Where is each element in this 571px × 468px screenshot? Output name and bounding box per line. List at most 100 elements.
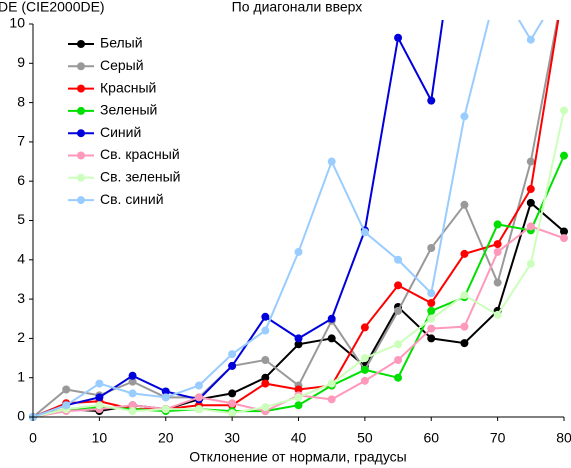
data-point [493, 247, 502, 256]
data-point [128, 389, 137, 398]
data-point [526, 185, 535, 194]
data-point [493, 240, 502, 249]
data-point [560, 106, 568, 115]
data-point [95, 379, 104, 388]
data-point [128, 401, 137, 410]
data-point [294, 247, 303, 256]
legend-label: Св. синий [100, 191, 164, 207]
data-point [394, 33, 403, 42]
legend-marker [77, 151, 85, 160]
data-point [560, 151, 568, 160]
x-tick-label: 80 [556, 430, 571, 446]
data-point [560, 227, 568, 236]
data-point [394, 356, 403, 365]
legend-marker [77, 40, 85, 48]
data-point [427, 244, 436, 253]
data-point [294, 385, 303, 394]
y-tick-label: 0 [17, 408, 25, 424]
legend-marker [77, 173, 85, 182]
data-point [327, 379, 336, 388]
x-axis-label: Отклонение от нормали, градусы [189, 449, 406, 465]
data-point [460, 339, 469, 348]
data-point [427, 314, 436, 323]
data-point [394, 306, 403, 315]
data-point [294, 334, 303, 343]
legend-label: Св. красный [100, 146, 180, 162]
y-tick-label: 2 [17, 329, 25, 345]
y-tick-label: 7 [17, 133, 25, 149]
legend-label: Св. зеленый [100, 169, 180, 185]
legend-marker [77, 62, 85, 71]
y-tick-label: 3 [17, 290, 25, 306]
data-point [560, 234, 568, 243]
x-tick-label: 70 [490, 430, 506, 446]
data-point [360, 354, 369, 363]
data-point [526, 35, 535, 44]
y-tick-label: 8 [17, 93, 25, 109]
y-tick-label: 6 [17, 172, 25, 188]
data-point [360, 323, 369, 332]
x-tick-label: 50 [357, 430, 373, 446]
data-point [128, 371, 137, 380]
data-point [228, 361, 237, 370]
data-point [394, 255, 403, 264]
data-point [161, 405, 170, 414]
legend-marker [77, 106, 85, 115]
data-point [493, 310, 502, 319]
data-point [228, 409, 237, 418]
data-point [427, 299, 436, 308]
data-point [194, 405, 203, 414]
legend-marker [77, 129, 85, 138]
data-point [327, 157, 336, 166]
data-point [327, 314, 336, 323]
data-point [493, 278, 502, 287]
data-point [62, 401, 71, 410]
data-point [194, 381, 203, 390]
data-point [460, 249, 469, 258]
data-point [95, 401, 104, 410]
data-point [526, 259, 535, 268]
data-point [360, 376, 369, 385]
data-point [228, 389, 237, 398]
data-point [95, 393, 104, 402]
legend-label: Синий [100, 124, 141, 140]
data-point [394, 281, 403, 290]
x-tick-label: 20 [158, 430, 174, 446]
data-point [62, 385, 71, 394]
data-point [128, 407, 137, 416]
x-tick-label: 10 [92, 430, 108, 446]
legend-label: Белый [100, 35, 143, 51]
data-point [261, 403, 270, 412]
data-point [526, 157, 535, 166]
data-point [427, 324, 436, 333]
data-point [161, 387, 170, 396]
y-tick-label: 4 [17, 251, 25, 267]
data-point [460, 112, 469, 121]
data-point [394, 373, 403, 382]
data-point [427, 334, 436, 343]
data-point [261, 379, 270, 388]
legend-label: Красный [100, 79, 156, 95]
data-point [460, 200, 469, 209]
data-point [228, 399, 237, 408]
data-point [327, 395, 336, 404]
y-tick-label: 1 [17, 368, 25, 384]
y-tick-label: 9 [17, 54, 25, 70]
data-point [493, 220, 502, 229]
data-point [261, 312, 270, 321]
data-point [194, 393, 203, 402]
data-point [427, 96, 436, 105]
data-point [526, 198, 535, 207]
y-axis-label: DE (CIE2000DE) [0, 0, 105, 15]
x-tick-label: 60 [423, 430, 439, 446]
data-point [360, 228, 369, 237]
legend-marker [77, 196, 85, 205]
data-point [526, 222, 535, 231]
x-tick-label: 30 [224, 430, 240, 446]
data-point [261, 373, 270, 382]
legend-label: Серый [100, 57, 144, 73]
data-point [128, 377, 137, 386]
chart-title: По диагонали вверх [232, 0, 363, 15]
data-point [427, 306, 436, 315]
